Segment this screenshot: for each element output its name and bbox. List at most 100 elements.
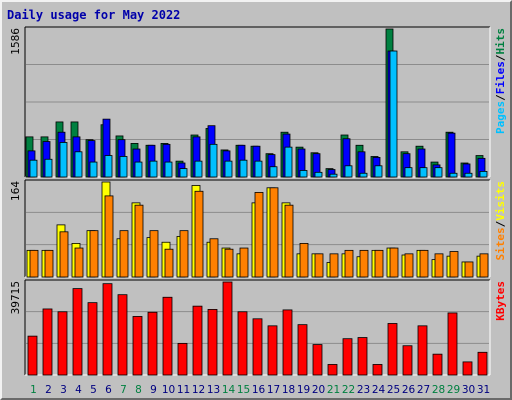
x-tick-label: 4	[75, 384, 82, 396]
bar-pages-day-31	[479, 170, 488, 178]
y-max-label: 39715	[10, 281, 22, 314]
bar-sites-day-9	[149, 230, 159, 278]
series-kbytes	[27, 281, 488, 376]
bar-pages-day-18	[284, 146, 293, 178]
bar-pages-day-9	[149, 160, 158, 178]
bar-sites-day-21	[329, 253, 339, 278]
x-tick-label: 28	[432, 384, 445, 396]
x-tick-label: 12	[192, 384, 205, 396]
x-tick-label: 29	[447, 384, 460, 396]
bar-sites-day-1	[29, 249, 39, 278]
x-tick-label: 10	[162, 384, 175, 396]
bar-sites-day-10	[164, 248, 174, 278]
bar-kbytes-day-14	[222, 281, 233, 376]
x-tick-label: 1	[30, 384, 37, 396]
bar-pages-day-23	[359, 172, 368, 178]
bar-sites-day-4	[74, 247, 84, 278]
x-tick-label: 5	[90, 384, 97, 396]
bar-sites-day-28	[434, 253, 444, 278]
legend-separator: /	[494, 94, 507, 101]
bar-kbytes-day-12	[192, 305, 203, 376]
bar-kbytes-day-15	[237, 311, 248, 376]
bar-sites-day-14	[224, 248, 234, 278]
bar-kbytes-day-26	[402, 345, 413, 376]
legend-hits: Hits	[494, 28, 507, 55]
bar-kbytes-day-28	[432, 353, 443, 376]
y-max-label: 1586	[10, 28, 22, 55]
panel-bottom: 39715 KBytes	[10, 279, 507, 376]
x-tick-label: 18	[282, 384, 295, 396]
bar-sites-day-13	[209, 238, 219, 278]
x-tick-label: 13	[207, 384, 220, 396]
x-tick-label: 22	[342, 384, 355, 396]
bar-sites-day-16	[254, 192, 264, 278]
x-tick-label: 21	[327, 384, 340, 396]
x-axis-ticks: 1 2 3 4 5 6 7 8 9 10 11 12 13 14 15 16 17 18 19 20 21 22 23 24 2…	[30, 384, 490, 396]
x-tick-label: 16	[252, 384, 266, 396]
bar-sites-day-19	[299, 242, 309, 278]
x-tick-label: 11	[177, 384, 190, 396]
bar-sites-day-3	[59, 231, 69, 278]
bar-sites-day-6	[104, 195, 114, 278]
bar-kbytes-day-8	[132, 316, 143, 376]
x-tick-label: 24	[372, 384, 386, 396]
bar-pages-day-2	[44, 158, 53, 178]
bar-pages-day-1	[29, 159, 38, 178]
bar-kbytes-day-10	[162, 296, 173, 376]
bar-pages-day-15	[239, 159, 248, 178]
bar-pages-day-13	[209, 143, 218, 178]
bar-sites-day-11	[179, 230, 189, 278]
bar-pages-day-25	[389, 50, 398, 178]
bar-sites-day-23	[359, 249, 369, 278]
series-pages	[29, 50, 488, 178]
legend-visits: Visits	[494, 181, 507, 221]
y-max-label: 164	[10, 181, 22, 201]
bar-sites-day-26	[404, 253, 414, 278]
x-tick-label: 27	[417, 384, 430, 396]
bar-kbytes-day-16	[252, 318, 263, 376]
bar-sites-day-2	[44, 249, 54, 278]
panel-legend: Pages/Files/Hits	[494, 28, 507, 134]
bar-kbytes-day-1	[27, 335, 38, 376]
x-tick-label: 23	[357, 384, 370, 396]
bar-kbytes-day-3	[57, 311, 68, 376]
x-tick-label: 2	[45, 384, 52, 396]
bar-kbytes-day-31	[477, 351, 488, 376]
bar-pages-day-12	[194, 160, 203, 178]
bar-pages-day-27	[419, 167, 428, 178]
bar-sites-day-12	[194, 190, 204, 278]
panel-legend: KBytes	[494, 281, 507, 321]
x-tick-label: 8	[135, 384, 142, 396]
bar-pages-day-19	[299, 170, 308, 178]
bar-kbytes-day-18	[282, 309, 293, 376]
x-tick-label: 26	[402, 384, 416, 396]
legend-separator: /	[494, 54, 507, 61]
x-tick-label: 15	[237, 384, 250, 396]
bar-kbytes-day-11	[177, 342, 188, 376]
bar-sites-day-20	[314, 253, 324, 278]
legend-pages: Pages	[494, 101, 507, 134]
bar-kbytes-day-13	[207, 309, 218, 376]
x-tick-label: 3	[60, 384, 67, 396]
panel-legend: Sites/Visits	[494, 181, 507, 261]
bar-pages-day-6	[104, 155, 113, 178]
x-tick-label: 9	[150, 384, 157, 396]
x-tick-label: 20	[312, 384, 325, 396]
bar-sites-day-27	[419, 249, 429, 278]
bar-kbytes-day-2	[42, 308, 53, 376]
bar-pages-day-17	[269, 166, 278, 178]
bar-pages-day-8	[134, 161, 143, 178]
bar-pages-day-11	[179, 168, 188, 178]
bar-pages-day-30	[464, 172, 473, 178]
x-tick-label: 6	[105, 384, 112, 396]
bar-files-day-29	[447, 132, 456, 178]
bar-sites-day-24	[374, 249, 384, 278]
series-sites	[29, 187, 489, 278]
bar-sites-day-31	[479, 253, 489, 278]
x-tick-label: 30	[462, 384, 475, 396]
x-tick-label: 7	[120, 384, 127, 396]
legend-files: Files	[494, 61, 507, 94]
bar-sites-day-5	[89, 230, 99, 278]
